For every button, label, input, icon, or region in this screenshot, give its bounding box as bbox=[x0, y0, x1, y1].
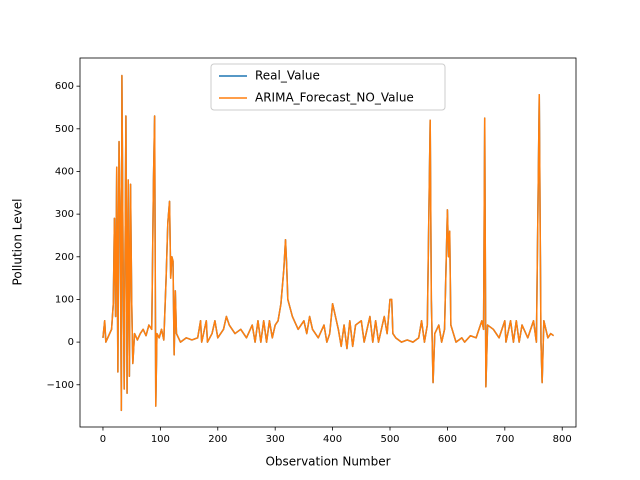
y-tick-label: −100 bbox=[47, 380, 74, 391]
y-tick-label: 100 bbox=[55, 294, 74, 305]
plot-frame bbox=[79, 57, 577, 428]
x-tick-label: 0 bbox=[100, 434, 106, 445]
x-tick-label: 100 bbox=[151, 434, 170, 445]
x-tick-label: 300 bbox=[266, 434, 285, 445]
y-tick-label: 600 bbox=[55, 81, 74, 92]
y-tick-label: 0 bbox=[68, 337, 74, 348]
x-tick-label: 400 bbox=[323, 434, 342, 445]
x-tick-label: 800 bbox=[553, 434, 572, 445]
y-tick-label: 300 bbox=[55, 209, 74, 220]
x-tick-label: 600 bbox=[438, 434, 457, 445]
x-axis-label: Observation Number bbox=[265, 455, 390, 469]
y-tick-label: 200 bbox=[55, 252, 74, 263]
legend-label: Real_Value bbox=[255, 69, 320, 83]
x-tick-label: 500 bbox=[380, 434, 399, 445]
series-line bbox=[102, 74, 555, 412]
legend-box bbox=[210, 63, 446, 111]
x-tick-label: 700 bbox=[495, 434, 514, 445]
y-axis-label: Pollution Level bbox=[11, 199, 25, 286]
y-tick-label: 500 bbox=[55, 124, 74, 135]
legend-label: ARIMA_Forecast_NO_Value bbox=[255, 91, 414, 105]
x-tick-label: 200 bbox=[208, 434, 227, 445]
y-tick-label: 400 bbox=[55, 166, 74, 177]
